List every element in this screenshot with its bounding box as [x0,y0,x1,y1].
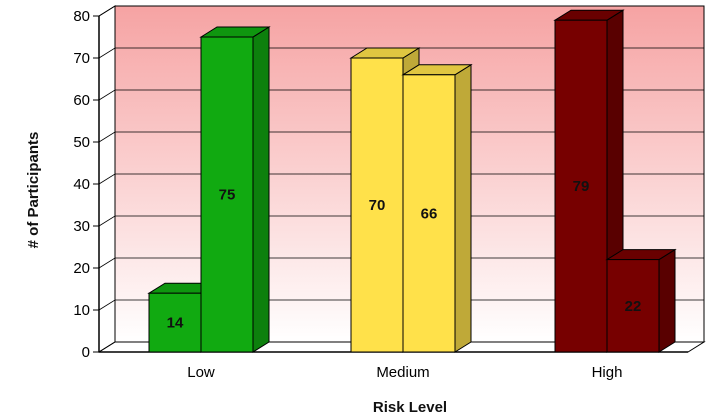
x-category-label: Medium [376,364,429,381]
gridline [98,47,704,59]
x-category-label: High [592,364,623,381]
bar-front [200,36,254,353]
y-tick-label: 50 [73,134,90,151]
bar-front [350,57,404,353]
gridline [98,131,704,143]
gridline [98,173,704,185]
bar-front [402,74,456,353]
data-label: 22 [625,298,642,315]
bar-front [148,292,202,353]
y-tick-label: 20 [73,260,90,277]
bar-front [606,259,660,353]
bar-side [252,26,270,353]
data-label: 79 [573,178,590,195]
gridline [98,257,704,269]
x-axis-title: Risk Level [373,399,447,416]
bar: 22 [605,248,677,353]
bar-front [554,19,608,353]
gridline [98,5,704,17]
bar-side [454,63,472,353]
y-tick-label: 0 [82,344,90,361]
bar: 75 [199,26,271,353]
x-category-label: Low [187,364,215,381]
data-label: 14 [167,315,184,332]
y-tick-label: 80 [73,8,90,25]
data-label: 70 [369,197,386,214]
y-tick-label: 30 [73,218,90,235]
x-axis-categories: Low Medium High [187,364,622,381]
data-label: 66 [421,205,438,222]
gridlines [98,5,704,353]
y-tick-label: 60 [73,92,90,109]
bar: 66 [401,63,473,353]
y-axis-title: # of Participants [25,132,42,249]
y-axis-ticks: 0 10 20 30 40 50 60 70 80 [73,8,99,361]
bars: 14 75 70 66 79 22 [147,9,677,353]
bar: 79 [553,9,625,353]
gridline [98,215,704,227]
y-tick-label: 70 [73,50,90,67]
bar-side [658,248,676,353]
gridline [98,299,704,311]
gridline [98,89,704,101]
y-tick-label: 40 [73,176,90,193]
gridline [98,341,704,353]
y-tick-label: 10 [73,302,90,319]
data-label: 75 [219,187,236,204]
